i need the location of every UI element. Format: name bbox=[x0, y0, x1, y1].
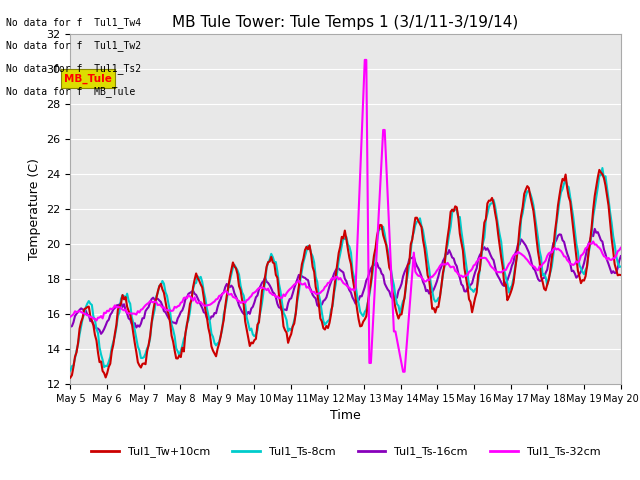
Text: No data for f  Tul1_Ts2: No data for f Tul1_Ts2 bbox=[6, 63, 141, 74]
Tul1_Ts-16cm bbox=[617, 253, 625, 259]
Tul1_Ts-8cm bbox=[249, 332, 257, 337]
Tul1_Ts-8cm bbox=[258, 300, 266, 306]
Tul1_Ts-16cm bbox=[308, 292, 316, 298]
X-axis label: Time: Time bbox=[330, 409, 361, 422]
Tul1_Ts-32cm bbox=[258, 285, 266, 290]
Tul1_Ts-16cm bbox=[136, 324, 143, 330]
Tul1_Ts-16cm bbox=[232, 294, 240, 300]
Tul1_Ts-16cm bbox=[67, 324, 74, 330]
Tul1_Ts-32cm bbox=[134, 308, 141, 314]
Tul1_Ts-16cm bbox=[588, 231, 595, 237]
Tul1_Ts-32cm bbox=[67, 314, 74, 320]
Tul1_Ts-8cm bbox=[230, 262, 238, 268]
Line: Tul1_Ts-16cm: Tul1_Ts-16cm bbox=[70, 229, 621, 334]
Tul1_Ts-32cm bbox=[307, 289, 315, 295]
Tul1_Ts-16cm bbox=[260, 278, 268, 284]
Tul1_Ts-32cm bbox=[249, 290, 257, 296]
Tul1_Ts-8cm bbox=[307, 250, 315, 256]
Text: No data for f  Tul1_Tw2: No data for f Tul1_Tw2 bbox=[6, 40, 141, 51]
Legend: Tul1_Tw+10cm, Tul1_Ts-8cm, Tul1_Ts-16cm, Tul1_Ts-32cm: Tul1_Tw+10cm, Tul1_Ts-8cm, Tul1_Ts-16cm,… bbox=[86, 442, 605, 462]
Tul1_Tw+10cm bbox=[249, 340, 257, 346]
Tul1_Ts-16cm bbox=[591, 226, 598, 232]
Text: MB_Tule: MB_Tule bbox=[64, 73, 112, 84]
Text: No data for f  MB_Tule: No data for f MB_Tule bbox=[6, 86, 136, 97]
Tul1_Tw+10cm bbox=[617, 272, 625, 278]
Tul1_Tw+10cm bbox=[586, 238, 594, 244]
Tul1_Tw+10cm bbox=[230, 264, 238, 269]
Tul1_Ts-16cm bbox=[250, 300, 258, 305]
Tul1_Tw+10cm bbox=[67, 375, 74, 381]
Tul1_Ts-32cm bbox=[589, 239, 597, 244]
Tul1_Ts-32cm bbox=[230, 295, 238, 300]
Line: Tul1_Tw+10cm: Tul1_Tw+10cm bbox=[70, 170, 621, 378]
Tul1_Ts-32cm bbox=[617, 245, 625, 251]
Tul1_Ts-8cm bbox=[67, 368, 74, 373]
Line: Tul1_Ts-32cm: Tul1_Ts-32cm bbox=[70, 60, 621, 372]
Tul1_Tw+10cm bbox=[134, 360, 141, 365]
Text: No data for f  Tul1_Tw4: No data for f Tul1_Tw4 bbox=[6, 17, 141, 28]
Tul1_Ts-8cm bbox=[598, 165, 606, 171]
Tul1_Ts-8cm bbox=[134, 344, 141, 349]
Tul1_Tw+10cm bbox=[307, 252, 315, 257]
Tul1_Tw+10cm bbox=[258, 288, 266, 293]
Title: MB Tule Tower: Tule Temps 1 (3/1/11-3/19/14): MB Tule Tower: Tule Temps 1 (3/1/11-3/19… bbox=[172, 15, 519, 30]
Line: Tul1_Ts-8cm: Tul1_Ts-8cm bbox=[70, 168, 621, 371]
Tul1_Ts-8cm bbox=[586, 242, 594, 248]
Tul1_Ts-16cm bbox=[97, 331, 105, 336]
Tul1_Tw+10cm bbox=[595, 167, 603, 173]
Tul1_Ts-8cm bbox=[617, 264, 625, 269]
Tul1_Ts-32cm bbox=[399, 369, 407, 374]
Y-axis label: Temperature (C): Temperature (C) bbox=[28, 158, 41, 260]
Tul1_Ts-32cm bbox=[361, 57, 369, 63]
